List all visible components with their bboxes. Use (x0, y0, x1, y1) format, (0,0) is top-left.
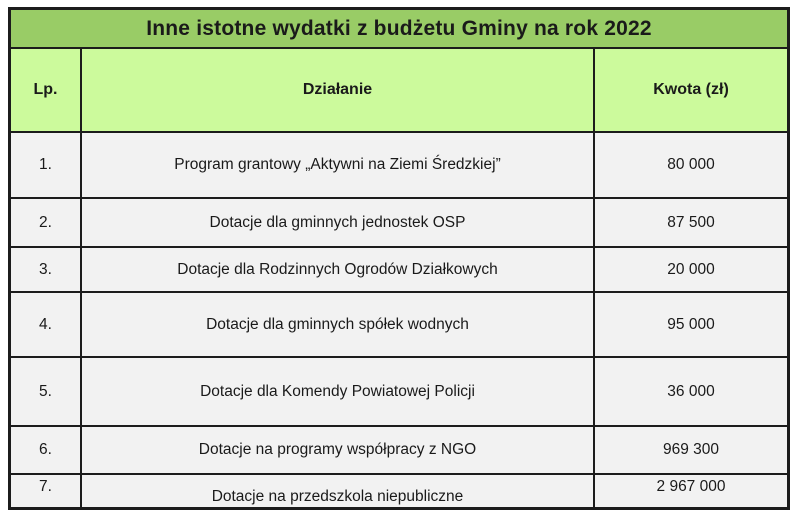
table-title: Inne istotne wydatki z budżetu Gminy na … (11, 10, 787, 49)
amount-cell: 36 000 (595, 358, 787, 427)
action-cell: Program grantowy „Aktywni na Ziemi Średz… (82, 133, 595, 199)
table-row: 3. Dotacje dla Rodzinnych Ogrodów Działk… (11, 248, 787, 293)
action-cell: Dotacje na przedszkola niepubliczne (82, 475, 595, 507)
row-number-cell: 2. (11, 199, 82, 248)
amount-cell: 2 967 000 (595, 475, 787, 507)
table-row: 5. Dotacje dla Komendy Powiatowej Policj… (11, 358, 787, 427)
table-row: 4. Dotacje dla gminnych spółek wodnych 9… (11, 293, 787, 358)
row-number-cell: 6. (11, 427, 82, 475)
table-row: 6. Dotacje na programy współpracy z NGO … (11, 427, 787, 475)
action-cell: Dotacje dla gminnych spółek wodnych (82, 293, 595, 358)
amount-cell: 95 000 (595, 293, 787, 358)
action-cell: Dotacje na programy współpracy z NGO (82, 427, 595, 475)
table-header-row: Lp. Działanie Kwota (zł) (11, 49, 787, 133)
amount-cell: 87 500 (595, 199, 787, 248)
row-number-cell: 1. (11, 133, 82, 199)
table-row: 1. Program grantowy „Aktywni na Ziemi Śr… (11, 133, 787, 199)
amount-cell: 20 000 (595, 248, 787, 293)
amount-cell: 80 000 (595, 133, 787, 199)
row-number-cell: 4. (11, 293, 82, 358)
row-number-cell: 7. (11, 475, 82, 507)
table-row: 7. Dotacje na przedszkola niepubliczne 2… (11, 475, 787, 507)
header-lp: Lp. (11, 49, 82, 133)
table-row: 2. Dotacje dla gminnych jednostek OSP 87… (11, 199, 787, 248)
action-cell: Dotacje dla Rodzinnych Ogrodów Działkowy… (82, 248, 595, 293)
action-cell: Dotacje dla gminnych jednostek OSP (82, 199, 595, 248)
header-amount: Kwota (zł) (595, 49, 787, 133)
row-number-cell: 5. (11, 358, 82, 427)
budget-table: Inne istotne wydatki z budżetu Gminy na … (8, 7, 790, 510)
action-cell: Dotacje dla Komendy Powiatowej Policji (82, 358, 595, 427)
amount-cell: 969 300 (595, 427, 787, 475)
budget-table-container: Inne istotne wydatki z budżetu Gminy na … (8, 7, 790, 510)
header-action: Działanie (82, 49, 595, 133)
row-number-cell: 3. (11, 248, 82, 293)
table-title-row: Inne istotne wydatki z budżetu Gminy na … (11, 10, 787, 49)
